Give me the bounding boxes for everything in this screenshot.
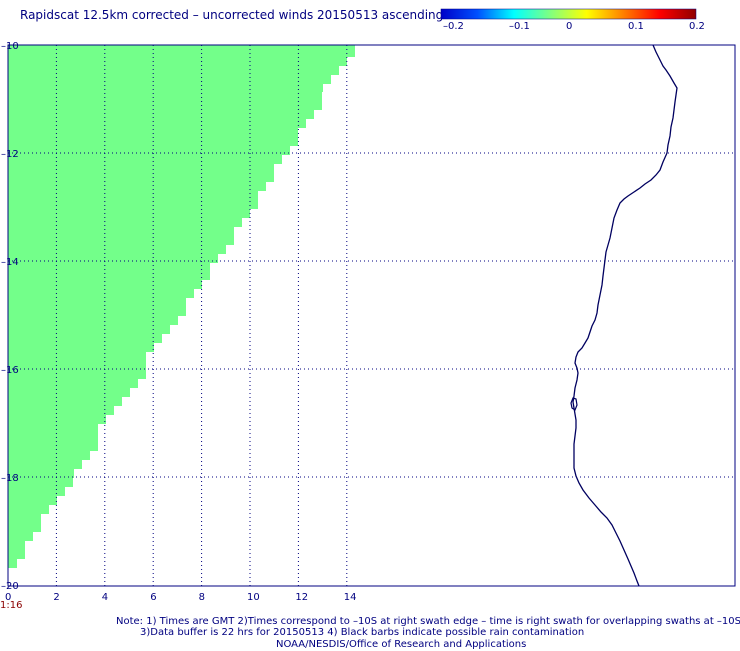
longitude-tick-label: 12 [295,592,308,603]
longitude-tick-label: 0 [5,592,11,603]
latitude-tick-label: –20 [1,581,19,592]
latitude-tick-label: –14 [1,257,19,268]
note-line-2: 3)Data buffer is 22 hrs for 20150513 4) … [140,627,585,638]
longitude-labels: 0 2 4 6 8 10 12 14 [5,592,357,603]
colorbar-tick-0: 0 [566,21,573,32]
swath-time-label: 1:16 [0,600,22,611]
longitude-tick-label: 10 [247,592,260,603]
latitude-tick-label: –18 [1,473,19,484]
colorbar-tick-01: 0.1 [628,21,644,32]
rapidscat-swath [8,45,355,568]
longitude-tick-label: 8 [199,592,205,603]
latitude-tick-label: –10 [1,41,19,52]
map-frame [7,44,736,587]
note-line-1: Note: 1) Times are GMT 2)Times correspon… [116,616,740,627]
swath-region [8,45,355,568]
note-line-3: NOAA/NESDIS/Office of Research and Appli… [276,639,527,650]
colorbar-tick-neg01: –0.1 [509,21,530,32]
longitude-tick-label: 4 [102,592,108,603]
map-title: Rapidscat 12.5km corrected – uncorrected… [20,8,444,22]
colorbar [440,8,697,20]
coastal-inlet [570,397,578,411]
longitude-tick-label: 2 [53,592,59,603]
latitude-tick-label: –16 [1,365,19,376]
colorbar-tick-02: 0.2 [689,21,705,32]
latitude-labels: –10 –12 –14 –16 –18 –20 [1,41,19,592]
africa-coastline [572,44,678,587]
latitude-tick-label: –12 [1,149,19,160]
colorbar-tick-neg02: –0.2 [443,21,464,32]
longitude-tick-label: 6 [150,592,156,603]
longitude-tick-label: 14 [344,592,357,603]
